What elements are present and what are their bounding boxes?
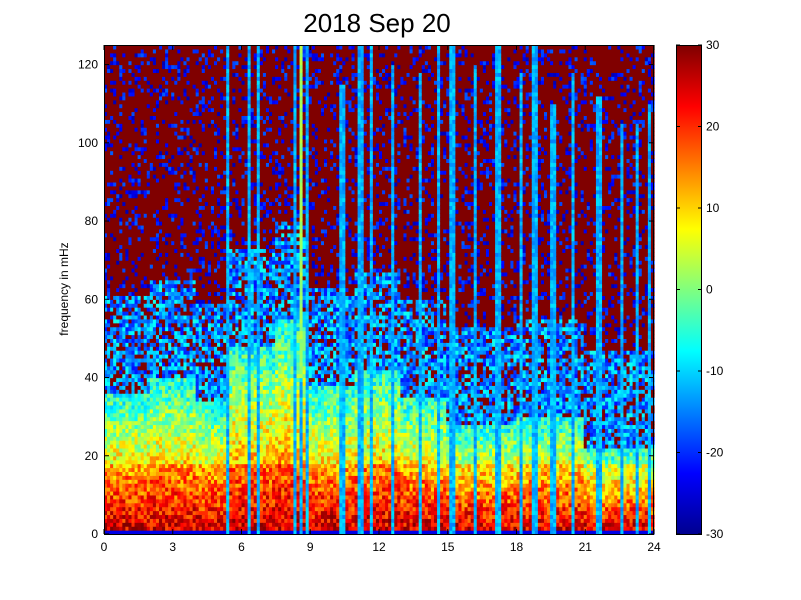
chart-title: 2018 Sep 20 — [303, 8, 450, 38]
heatmap-plot-area — [104, 45, 655, 535]
y-axis-label: frequency in mHz — [57, 242, 71, 335]
